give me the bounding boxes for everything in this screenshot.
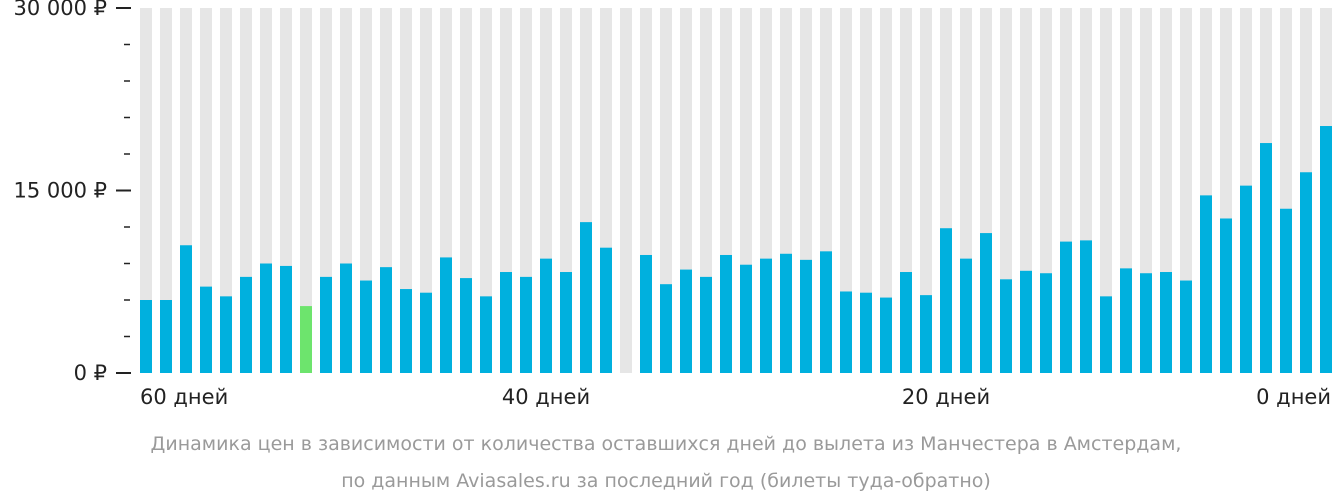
bar [600,247,612,373]
bar [1140,273,1152,373]
x-tick-label: 60 дней [140,385,228,409]
bar-track [1100,8,1112,373]
bar [860,292,872,373]
bar [580,222,592,373]
bar [920,295,932,373]
bar-track [400,8,412,373]
bar [1180,280,1192,373]
bar [540,258,552,373]
chart-caption-line-2: по данным Aviasales.ru за последний год … [341,470,991,492]
bar [940,228,952,373]
bar [960,258,972,373]
bar [260,263,272,373]
bar [980,233,992,373]
bar [1160,272,1172,373]
y-tick-label: 15 000 ₽ [13,179,107,203]
bar [460,278,472,373]
bar-track [880,8,892,373]
price-dynamics-chart: 30 000 ₽ 15 000 ₽ 0 ₽ 60 дней 40 дней 20 дней… [13,0,1332,409]
bar-track [620,8,632,373]
bar [1320,126,1332,374]
bar-lowest-price [300,306,312,373]
bar [1080,240,1092,373]
bar [740,264,752,373]
bar [340,263,352,373]
bar [820,251,832,373]
bar [380,267,392,373]
bar [900,272,912,373]
bar [640,254,652,373]
bar [1000,279,1012,373]
bar-track [840,8,852,373]
y-tick-label: 30 000 ₽ [13,0,107,20]
bar [280,265,292,373]
bar [400,289,412,373]
x-tick-label: 20 дней [902,385,990,409]
bar [1040,273,1052,373]
bar-track [220,8,232,373]
bar [140,300,152,373]
bar [880,297,892,373]
bar-track [920,8,932,373]
bar [1220,218,1232,373]
bar-track [420,8,432,373]
bar [180,245,192,373]
bar [1020,270,1032,373]
bar [520,276,532,373]
bar [780,253,792,373]
x-tick-label: 0 дней [1256,385,1331,409]
bar [700,276,712,373]
bar [760,258,772,373]
bar [500,272,512,373]
bar [320,276,332,373]
bar-track [140,8,152,373]
bar [1200,195,1212,373]
bar [220,296,232,373]
bar [840,291,852,373]
bar-track [300,8,312,373]
bar [360,280,372,373]
bar [240,276,252,373]
bar-track [860,8,872,373]
bar-track [160,8,172,373]
y-tick-label: 0 ₽ [74,361,107,385]
bar [440,257,452,373]
bar [800,259,812,373]
bar [420,292,432,373]
bar [1060,241,1072,373]
bar-track [480,8,492,373]
bar [1280,208,1292,373]
bar [160,300,172,373]
bar [1240,185,1252,373]
bar [480,296,492,373]
bar [1260,143,1272,373]
bar-track [660,8,672,373]
bar [1300,172,1312,373]
bar [200,286,212,373]
bar [1100,296,1112,373]
bar-track [200,8,212,373]
bar [680,269,692,373]
x-tick-label: 40 дней [502,385,590,409]
bar [1120,268,1132,373]
chart-caption-line-1: Динамика цен в зависимости от количества… [150,433,1182,455]
bar [660,284,672,373]
bar [560,272,572,373]
bar [720,254,732,373]
